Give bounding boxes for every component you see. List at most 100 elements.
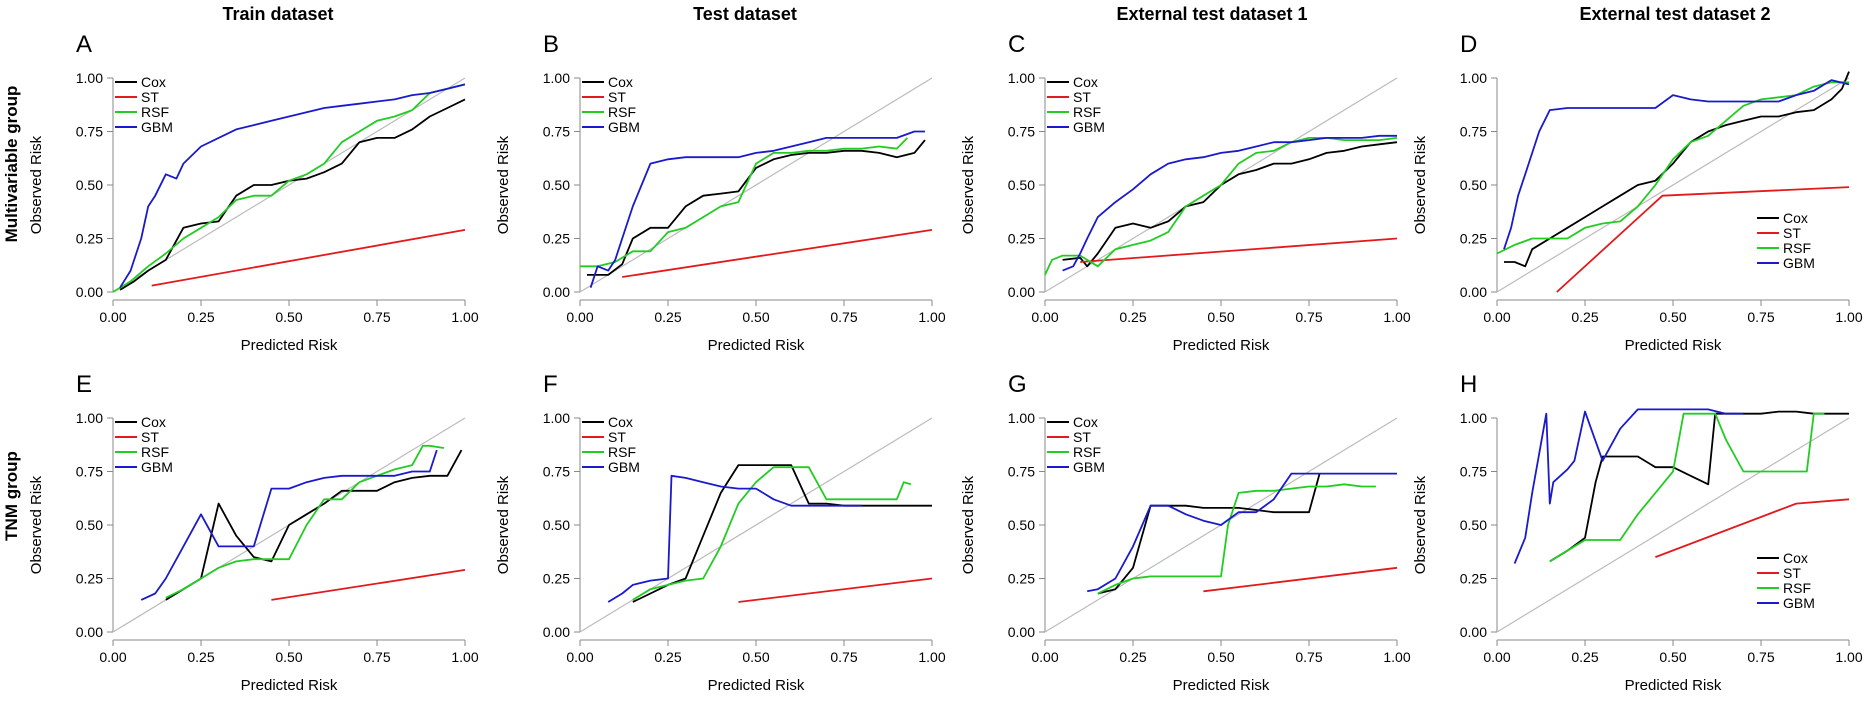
column-title-test: Test dataset <box>693 4 797 24</box>
y-tick-label: 1.00 <box>1460 70 1487 86</box>
x-tick-label: 0.75 <box>830 649 857 665</box>
x-tick-label: 0.75 <box>1747 309 1774 325</box>
legend-label-st: ST <box>608 89 626 105</box>
series-line-gbm <box>1513 408 1744 564</box>
series-line-rsf <box>632 466 912 601</box>
y-tick-label: 0.00 <box>1460 624 1487 640</box>
series-line-st <box>151 229 466 287</box>
x-tick-label: 0.25 <box>1571 309 1598 325</box>
legend-label-gbm: GBM <box>1783 255 1815 271</box>
series-line-st <box>1655 498 1850 558</box>
y-tick-label: 1.00 <box>1460 410 1487 426</box>
y-axis-label: Observed Risk <box>28 135 45 234</box>
series-line-cox <box>165 449 463 601</box>
x-axis-label: Predicted Risk <box>708 337 805 354</box>
panel-d: D 0.00 0.25 0.50 0.75 1.00 0.00 0.25 0.50 0.75 1.0… <box>1412 31 1863 354</box>
x-tick-label: 0.75 <box>1295 649 1322 665</box>
series-line-st <box>1080 237 1398 263</box>
panel-a: A 0.00 0.25 0.50 0.75 1.00 0.00 0.25 0.50 0.75 1.0… <box>28 31 479 354</box>
y-tick-label: 0.00 <box>1008 284 1035 300</box>
x-tick-label: 1.00 <box>1835 649 1862 665</box>
y-tick-label: 1.00 <box>543 410 570 426</box>
y-tick-label: 0.75 <box>76 464 103 480</box>
y-axis-label: Observed Risk <box>1412 475 1429 574</box>
y-tick-label: 0.75 <box>1008 124 1035 140</box>
y-tick-label: 0.50 <box>1008 517 1035 533</box>
x-tick-label: 0.00 <box>1483 649 1510 665</box>
panel-c: C 0.00 0.25 0.50 0.75 1.00 0.00 0.25 0.50 0.75 1.0… <box>960 31 1411 354</box>
series-line-cox <box>632 464 932 603</box>
y-tick-label: 0.25 <box>543 231 570 247</box>
panel-letter-h: H <box>1460 371 1477 398</box>
legend-label-cox: Cox <box>1783 550 1808 566</box>
y-tick-label: 1.00 <box>76 410 103 426</box>
x-tick-label: 0.25 <box>654 309 681 325</box>
x-tick-label: 0.00 <box>566 649 593 665</box>
x-tick-label: 0.50 <box>275 309 302 325</box>
y-tick-label: 0.50 <box>543 177 570 193</box>
series-line-gbm <box>119 83 466 289</box>
series-line-st <box>622 229 933 278</box>
x-tick-label: 0.50 <box>1659 649 1686 665</box>
legend-label-cox: Cox <box>1783 210 1808 226</box>
x-tick-label: 1.00 <box>918 649 945 665</box>
x-tick-label: 0.75 <box>1295 309 1322 325</box>
series-line-gbm <box>607 474 862 603</box>
legend-label-cox: Cox <box>141 74 166 90</box>
x-tick-label: 0.00 <box>99 309 126 325</box>
y-axis-label: Observed Risk <box>28 475 45 574</box>
legend-label-gbm: GBM <box>1073 459 1105 475</box>
legend-label-gbm: GBM <box>141 119 173 135</box>
column-title-external-2: External test dataset 2 <box>1579 4 1770 24</box>
y-tick-label: 0.50 <box>1008 177 1035 193</box>
panels-container: A 0.00 0.25 0.50 0.75 1.00 0.00 0.25 0.50 0.75 1.0… <box>28 31 1863 694</box>
legend-label-rsf: RSF <box>141 104 169 120</box>
column-title-external-1: External test dataset 1 <box>1116 4 1307 24</box>
x-tick-label: 0.50 <box>1659 309 1686 325</box>
y-tick-label: 0.50 <box>1460 517 1487 533</box>
legend-label-gbm: GBM <box>1073 119 1105 135</box>
panel-e: E 0.00 0.25 0.50 0.75 1.00 0.00 0.25 0.50 0.75 1.0… <box>28 371 479 694</box>
y-tick-label: 0.00 <box>543 624 570 640</box>
y-tick-label: 0.25 <box>1008 231 1035 247</box>
x-tick-label: 0.25 <box>1119 309 1146 325</box>
legend-label-gbm: GBM <box>608 459 640 475</box>
legend-label-st: ST <box>141 89 159 105</box>
series-line-rsf <box>1549 412 1825 563</box>
y-tick-label: 0.25 <box>76 231 103 247</box>
y-tick-label: 0.75 <box>543 464 570 480</box>
y-tick-label: 0.00 <box>1008 624 1035 640</box>
x-tick-label: 0.00 <box>1483 309 1510 325</box>
reference-diagonal <box>1496 417 1850 633</box>
legend-label-st: ST <box>1073 429 1091 445</box>
y-tick-label: 0.25 <box>76 571 103 587</box>
series-line-rsf <box>112 83 466 293</box>
panel-g: G 0.00 0.25 0.50 0.75 1.00 0.00 0.25 0.50 0.75 1.0… <box>960 371 1411 694</box>
x-tick-label: 0.50 <box>1207 649 1234 665</box>
x-tick-label: 0.50 <box>1207 309 1234 325</box>
y-axis-label: Observed Risk <box>960 475 977 574</box>
x-axis-label: Predicted Risk <box>708 677 805 694</box>
y-tick-label: 0.00 <box>1460 284 1487 300</box>
y-tick-label: 0.25 <box>543 571 570 587</box>
x-tick-label: 0.25 <box>1571 649 1598 665</box>
legend-label-rsf: RSF <box>141 444 169 460</box>
series-line-cox <box>587 139 926 276</box>
series-line-cox <box>1097 473 1321 595</box>
x-axis-label: Predicted Risk <box>1173 337 1270 354</box>
y-tick-label: 0.25 <box>1460 231 1487 247</box>
x-tick-label: 0.25 <box>187 649 214 665</box>
series-line-gbm <box>1087 472 1397 593</box>
panel-letter-d: D <box>1460 31 1477 58</box>
y-tick-label: 0.25 <box>1460 571 1487 587</box>
x-tick-label: 0.00 <box>566 309 593 325</box>
series-line-gbm <box>589 130 925 288</box>
y-tick-label: 0.75 <box>76 124 103 140</box>
y-tick-label: 0.00 <box>76 284 103 300</box>
y-tick-label: 0.25 <box>1008 571 1035 587</box>
x-tick-label: 1.00 <box>1383 309 1410 325</box>
